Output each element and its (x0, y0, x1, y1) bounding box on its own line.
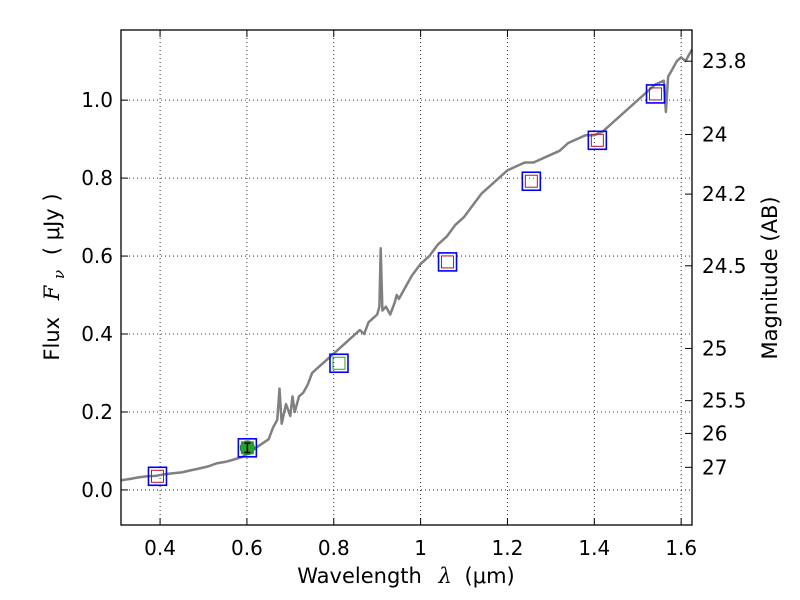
model-box-marker (649, 87, 663, 101)
model-box-marker (332, 356, 346, 370)
photometry-box-marker (237, 438, 258, 458)
tick-layer: 0.4 0.6 0.8 1 1.2 1.4 1.6 0.0 0.2 0.4 0.6 0.8 1.0 23.… (81, 30, 747, 560)
photometry-box-marker (587, 130, 608, 151)
y2-tick-label: 25 (702, 336, 727, 360)
y2-axis-label: Magnitude (AB) (758, 196, 782, 359)
photometry-box-marker (147, 466, 168, 487)
photometry-box-marker (329, 353, 349, 374)
spectrum-line (120, 48, 694, 482)
photometry-point-5 (521, 171, 542, 192)
y2-tick-label: 27 (702, 455, 727, 479)
x-axis-label: Wavelength λ (μm) (297, 564, 514, 588)
photometry-layer (147, 84, 666, 487)
photometry-box-marker (645, 84, 666, 104)
model-box-marker (441, 255, 455, 269)
y-tick-label: 0.6 (81, 244, 113, 268)
x-tick-label: 1.4 (578, 536, 610, 560)
y-axis-label: Flux F ν ( μJy ) (40, 193, 69, 360)
x-tick-label: 1.2 (492, 536, 524, 560)
axis-layer (120, 29, 693, 526)
photometry-point-1 (147, 466, 168, 487)
y2-tick-label: 23.8 (702, 49, 747, 73)
y2-tick-label: 24.2 (702, 182, 747, 206)
y2-tick-label: 26 (702, 421, 727, 445)
y-tick-label: 1.0 (81, 88, 113, 112)
x-tick-label: 0.6 (231, 536, 263, 560)
photometry-point-2 (237, 438, 258, 458)
photometry-point-7 (645, 84, 666, 104)
model-box-marker (240, 441, 254, 455)
model-box-marker (524, 174, 538, 188)
y2-tick-label: 24.5 (702, 254, 747, 278)
y-tick-label: 0.4 (81, 322, 113, 346)
photometry-box-marker (521, 171, 542, 192)
x-tick-label: 0.8 (318, 536, 350, 560)
model-box-marker (590, 133, 604, 147)
photometry-point-6 (587, 130, 608, 151)
x-tick-label: 1.6 (665, 536, 697, 560)
grid-layer (121, 30, 692, 525)
spectrum-layer (120, 48, 694, 482)
photometry-point-3 (329, 353, 349, 374)
y-tick-label: 0.0 (81, 478, 113, 502)
x-tick-label: 0.4 (144, 536, 176, 560)
photometry-point-4 (437, 252, 458, 272)
y-tick-label: 0.2 (81, 400, 113, 424)
plot-frame (120, 29, 693, 526)
y2-tick-label: 25.5 (702, 389, 747, 413)
x-tick-label: 1 (414, 536, 427, 560)
model-box-marker (150, 469, 164, 483)
y2-tick-label: 24 (702, 122, 727, 146)
y-tick-label: 0.8 (81, 166, 113, 190)
photometry-box-marker (437, 252, 458, 272)
